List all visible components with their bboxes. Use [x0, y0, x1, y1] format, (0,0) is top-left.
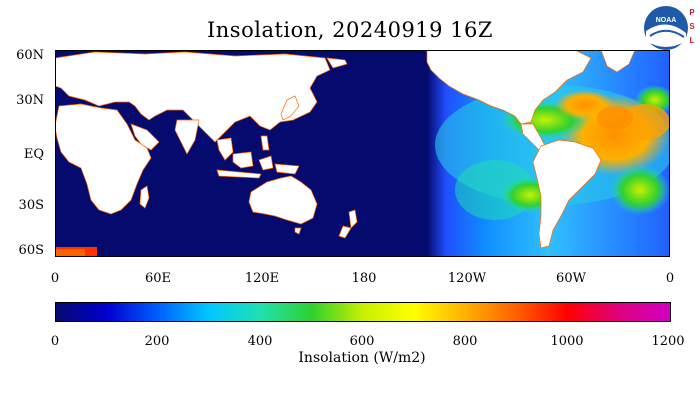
- lon-label: 60E: [144, 271, 172, 286]
- lon-label: 60W: [556, 271, 586, 286]
- insolation-map: [55, 50, 670, 257]
- map-title: Insolation, 20240919 16Z: [206, 18, 494, 42]
- svg-text:P: P: [689, 8, 695, 17]
- australia: [248, 175, 318, 225]
- colorbar-tick: 200: [144, 334, 170, 349]
- colorbar-tick: 400: [247, 334, 273, 349]
- south-america: [532, 139, 602, 249]
- svg-text:L: L: [690, 36, 695, 45]
- eurasia: [55, 51, 331, 143]
- lat-label: 30N: [16, 93, 44, 108]
- colorbar-tick: 800: [452, 334, 478, 349]
- lat-label: 60N: [16, 48, 44, 63]
- colorbar-label: Insolation (W/m2): [298, 350, 426, 366]
- svg-text:S: S: [689, 22, 695, 31]
- lat-label: 60S: [18, 243, 44, 258]
- lon-label: 0: [665, 271, 675, 286]
- india: [174, 119, 200, 155]
- lon-label: 120E: [244, 271, 280, 286]
- lon-label: 0: [50, 271, 60, 286]
- colorbar-tick: 1200: [651, 334, 685, 349]
- lat-label: EQ: [23, 147, 44, 162]
- colorbar-tick: 1000: [550, 334, 584, 349]
- colorbar-tick: 0: [50, 334, 60, 349]
- lat-label: 30S: [18, 198, 44, 213]
- noaa-psl-logo: NOAA P S L: [644, 6, 695, 50]
- lon-label: 120W: [447, 271, 487, 286]
- africa: [55, 103, 152, 215]
- lon-label: 180: [351, 271, 377, 286]
- north-america: [426, 50, 592, 125]
- colorbar-tick: 600: [349, 334, 375, 349]
- svg-text:NOAA: NOAA: [656, 17, 677, 24]
- insolation-colorbar: [55, 302, 671, 322]
